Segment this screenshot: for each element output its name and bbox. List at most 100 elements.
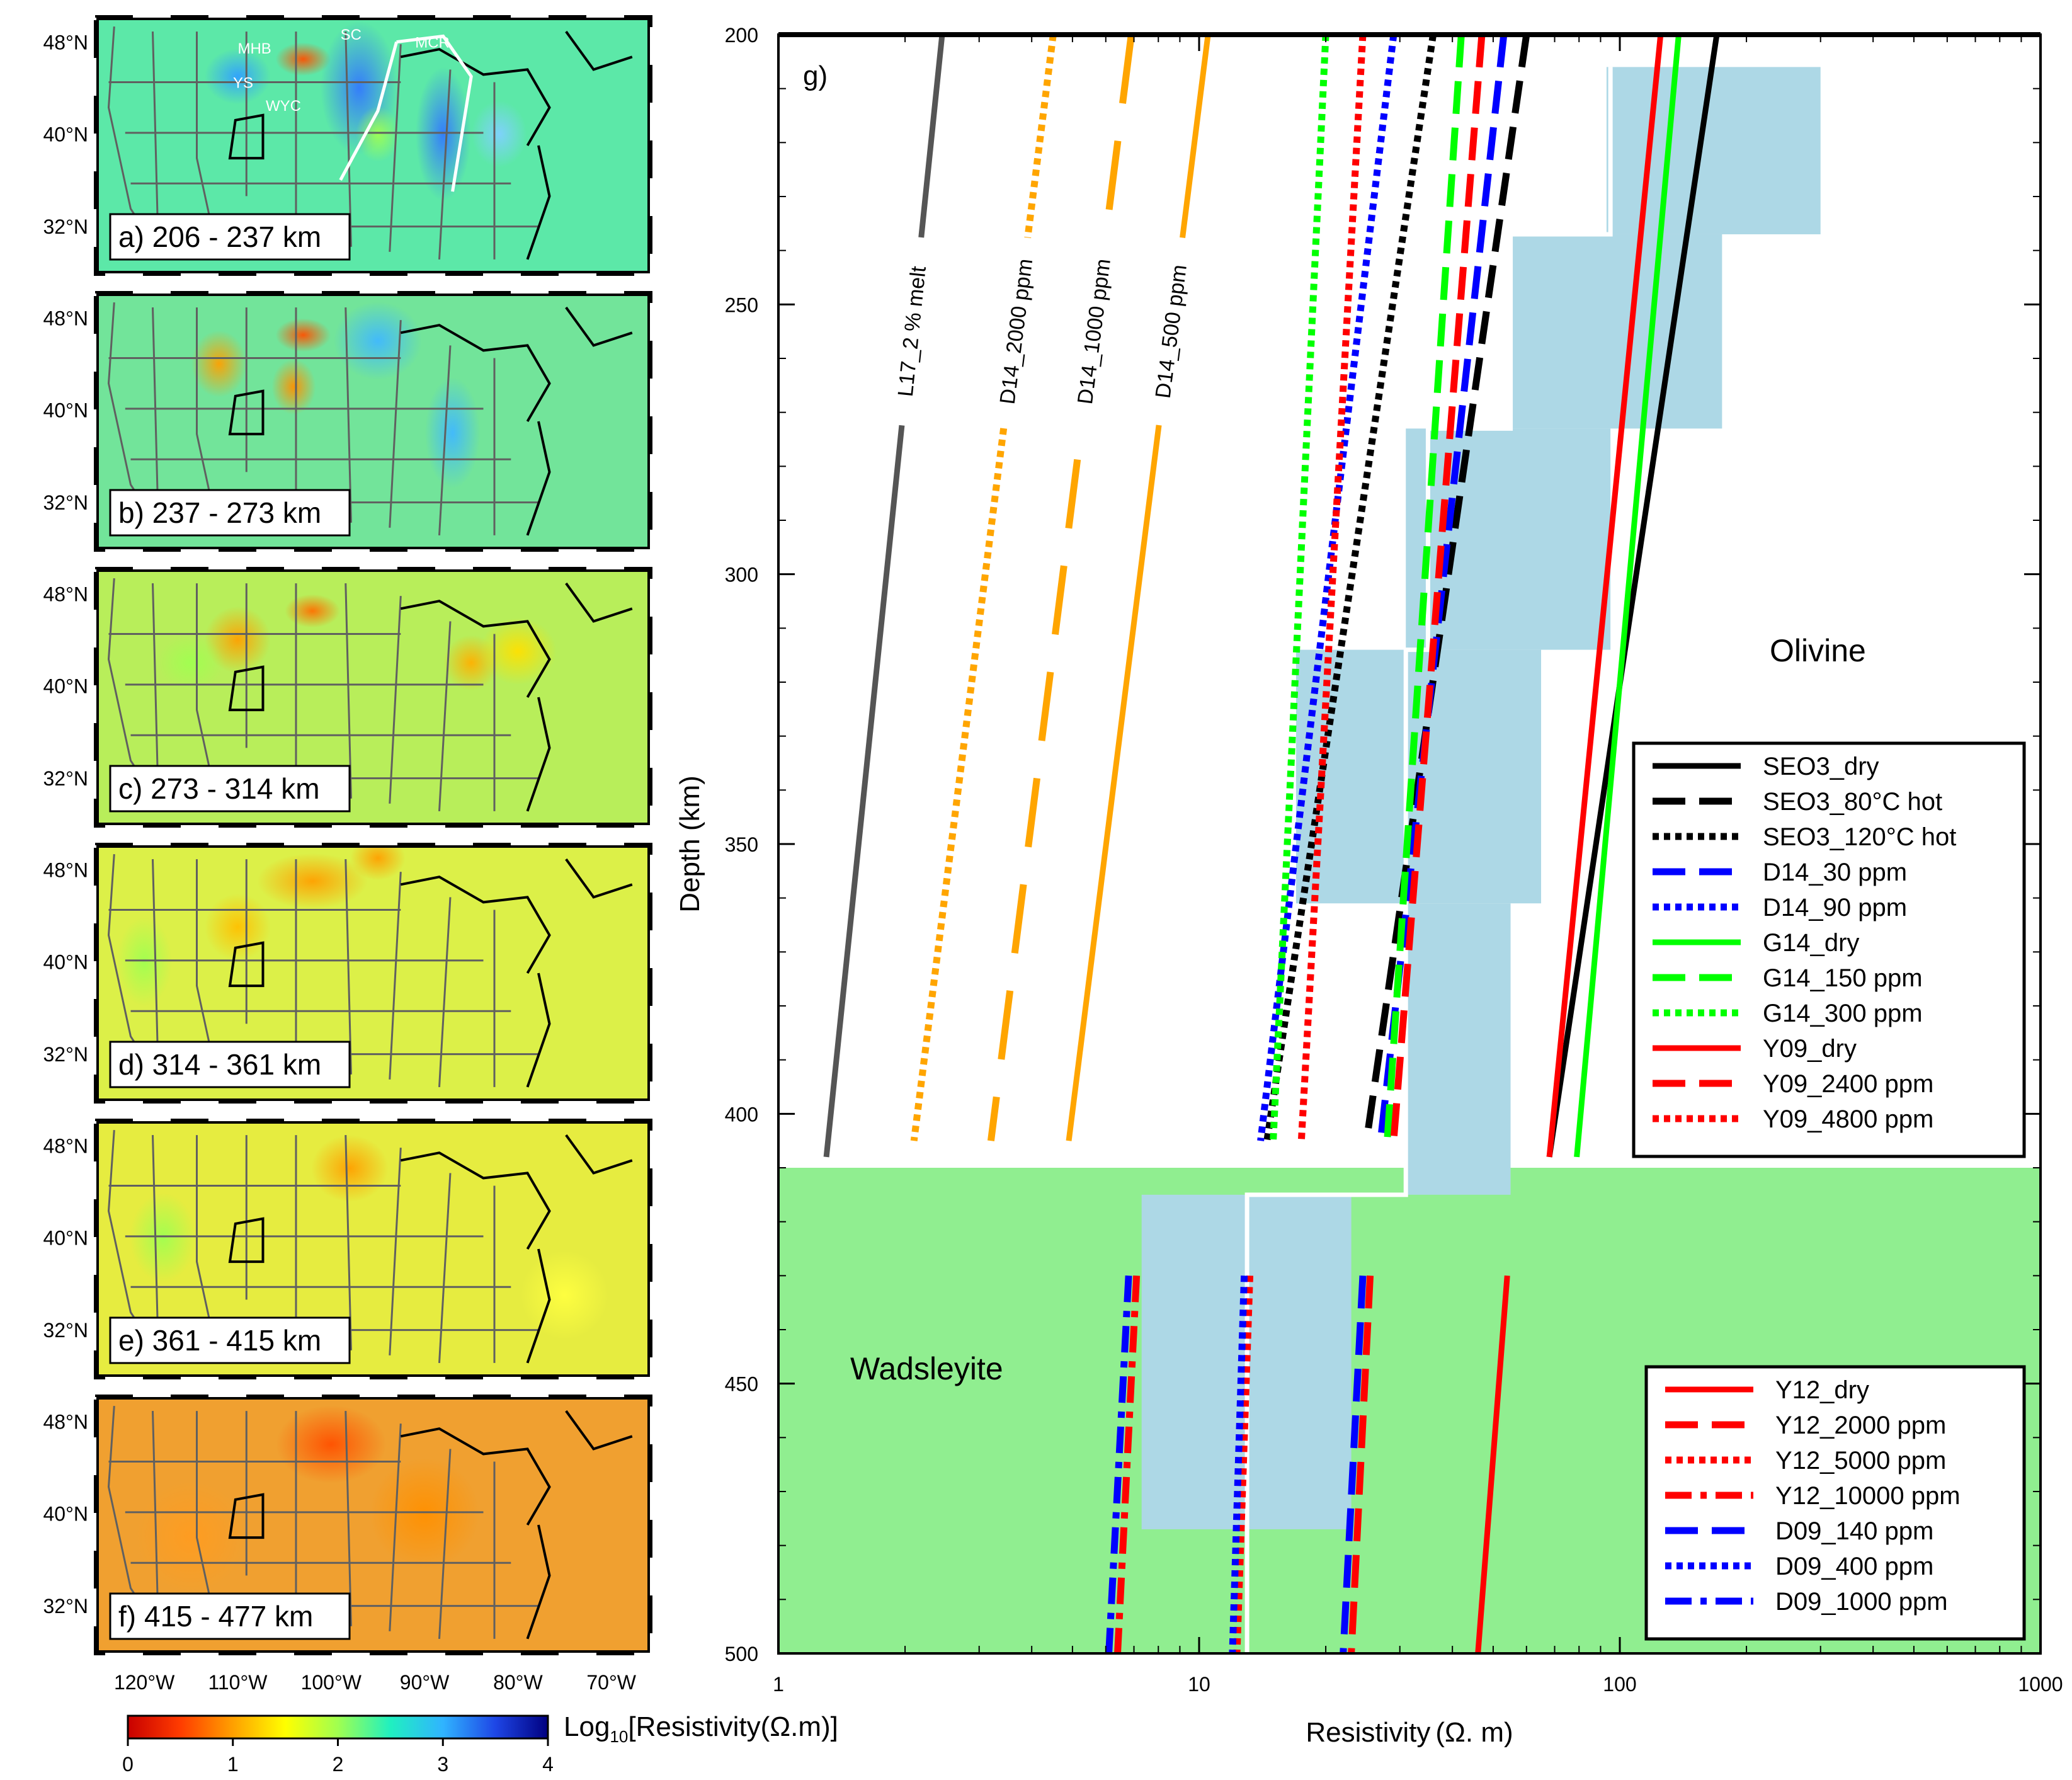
map-boundary bbox=[228, 113, 265, 160]
lat-tick-label: 40°N bbox=[43, 675, 89, 698]
map-depth-label: a) 206 - 237 km bbox=[118, 220, 321, 253]
series-d14-1000-ppm bbox=[987, 35, 1135, 1141]
map-boundary bbox=[526, 697, 551, 812]
map-boundary bbox=[344, 307, 352, 523]
legend-entry-17: D09_1000 ppm bbox=[1775, 1588, 1948, 1616]
map-boundary bbox=[400, 48, 551, 147]
lon-tick-label: 90°W bbox=[400, 1671, 450, 1694]
map-frame bbox=[96, 1121, 650, 1377]
series-d09-1000-ppm bbox=[1105, 1275, 1132, 1653]
map-frame-scale bbox=[94, 15, 652, 276]
map-boundary bbox=[438, 1173, 452, 1363]
legend-olivine-models: SEO3_dry SEO3_80°C hot SEO3_120°C hot D14_3… bbox=[1632, 741, 2026, 1158]
colorbar-title: Log10[Resistivity(Ω.m)] bbox=[564, 1711, 838, 1746]
legend-entry-15: D09_140 ppm bbox=[1775, 1517, 1933, 1545]
map-boundary bbox=[526, 1524, 551, 1640]
lat-tick-label: 40°N bbox=[43, 1503, 89, 1526]
y-tick-label-1: 250 bbox=[725, 294, 758, 316]
series-y12-dry bbox=[1475, 1275, 1510, 1653]
lon-tick-label: 110°W bbox=[208, 1671, 268, 1694]
colorbar-scale bbox=[127, 1714, 549, 1740]
map-boundary bbox=[389, 1423, 402, 1631]
series-seo3-dry bbox=[1546, 35, 1720, 1158]
map-frame-scale bbox=[94, 1395, 652, 1655]
map-boundary bbox=[400, 1427, 551, 1526]
map-boundary bbox=[389, 44, 402, 252]
map-boundary bbox=[565, 30, 633, 71]
model-block-4 bbox=[1406, 903, 1511, 1195]
legend-entry-6: G14_150 ppm bbox=[1763, 964, 1923, 992]
map-label-box bbox=[109, 213, 351, 261]
anomaly bbox=[276, 1405, 387, 1483]
legend-entry-0: SEO3_dry bbox=[1763, 753, 1879, 780]
map-frame-scale bbox=[94, 291, 652, 552]
series-d09-400-ppm bbox=[1229, 1275, 1248, 1653]
anomaly bbox=[275, 318, 331, 352]
anomaly bbox=[520, 1250, 609, 1340]
legend-entry-9: Y09_2400 ppm bbox=[1763, 1070, 1933, 1098]
anomaly bbox=[157, 634, 224, 691]
lat-tick-label: 32°N bbox=[43, 491, 89, 514]
map-frame bbox=[96, 569, 650, 825]
anomaly bbox=[275, 42, 331, 76]
series-y12-2000-ppm bbox=[1348, 1275, 1374, 1653]
map-boundary bbox=[152, 307, 159, 523]
region-label-olivine: Olivine bbox=[1770, 633, 1866, 668]
map-boundary bbox=[152, 583, 159, 799]
map-frame bbox=[96, 18, 650, 273]
colorbar-tick-label: 1 bbox=[227, 1753, 239, 1776]
map-panel-d: d) 314 - 361 km 48°N 40°N 32°N bbox=[43, 843, 652, 1104]
map-boundary bbox=[389, 872, 402, 1080]
anomaly bbox=[311, 1135, 389, 1202]
anomaly bbox=[369, 1458, 480, 1570]
legend-wadsleyite-models: Y12_dry Y12_2000 ppm Y12_5000 ppm Y12_10000… bbox=[1644, 1365, 2026, 1641]
map-annotation-wyc: WYC bbox=[266, 98, 301, 115]
legend-entry-16: D09_400 ppm bbox=[1775, 1553, 1933, 1580]
map-panel-f: f) 415 - 477 km 48°N 40°N 32°N bbox=[43, 1395, 652, 1655]
series-d14-90-ppm bbox=[1257, 35, 1397, 1141]
map-boundary bbox=[344, 859, 352, 1075]
anomaly bbox=[130, 1192, 196, 1282]
series-y09-4800-ppm bbox=[1297, 35, 1367, 1141]
map-label-box bbox=[109, 1592, 351, 1640]
y-tick-label-6: 500 bbox=[725, 1643, 758, 1665]
map-frame bbox=[96, 845, 650, 1101]
map-boundary bbox=[400, 876, 551, 974]
lat-tick-label: 48°N bbox=[43, 307, 89, 330]
map-boundary bbox=[389, 596, 402, 804]
legend-entry-14: Y12_10000 ppm bbox=[1775, 1482, 1961, 1510]
anomaly bbox=[355, 106, 400, 162]
curve-label-bg-2 bbox=[1066, 236, 1119, 427]
y-axis-label: Depth (km) bbox=[675, 775, 705, 913]
lat-tick-label: 40°N bbox=[43, 399, 89, 422]
map-boundary bbox=[400, 324, 551, 423]
colorbar: 0 1 2 3 4 Log10[Resistivity(Ω.m)] bbox=[122, 1711, 838, 1776]
map-panel-c: c) 273 - 314 km 48°N 40°N 32°N bbox=[43, 567, 652, 828]
map-boundary bbox=[565, 582, 633, 623]
map-boundary bbox=[438, 345, 452, 535]
lon-tick-label: 100°W bbox=[301, 1671, 362, 1694]
x-tick-label-2: 100 bbox=[1603, 1673, 1636, 1696]
map-label-box bbox=[109, 765, 351, 813]
map-boundary bbox=[526, 1248, 551, 1364]
map-panel-b: b) 237 - 273 km 48°N 40°N 32°N bbox=[43, 291, 652, 552]
y-tick-label-0: 200 bbox=[725, 24, 758, 47]
lat-tick-label: 48°N bbox=[43, 583, 89, 606]
map-boundary bbox=[526, 421, 551, 536]
anomaly bbox=[479, 617, 557, 685]
map-boundary bbox=[565, 1134, 633, 1175]
series-g14-300-ppm bbox=[1270, 35, 1329, 1141]
preferred-model-outline bbox=[1244, 67, 1613, 1653]
series-y09-dry bbox=[1546, 35, 1664, 1158]
legend-entry-11: Y12_dry bbox=[1775, 1376, 1869, 1404]
legend-entry-1: SEO3_80°C hot bbox=[1763, 788, 1942, 816]
x-axis-label: Resistivity (Ω. m) bbox=[1306, 1717, 1513, 1748]
lat-tick-label: 32°N bbox=[43, 215, 89, 238]
lat-tick-label: 32°N bbox=[43, 1043, 89, 1066]
legend-box bbox=[1644, 1365, 2026, 1641]
midcontinent-rift-outline bbox=[339, 34, 473, 192]
lon-tick-label: 70°W bbox=[586, 1671, 636, 1694]
lon-tick-label: 120°W bbox=[114, 1671, 175, 1694]
map-boundary bbox=[228, 1217, 265, 1264]
